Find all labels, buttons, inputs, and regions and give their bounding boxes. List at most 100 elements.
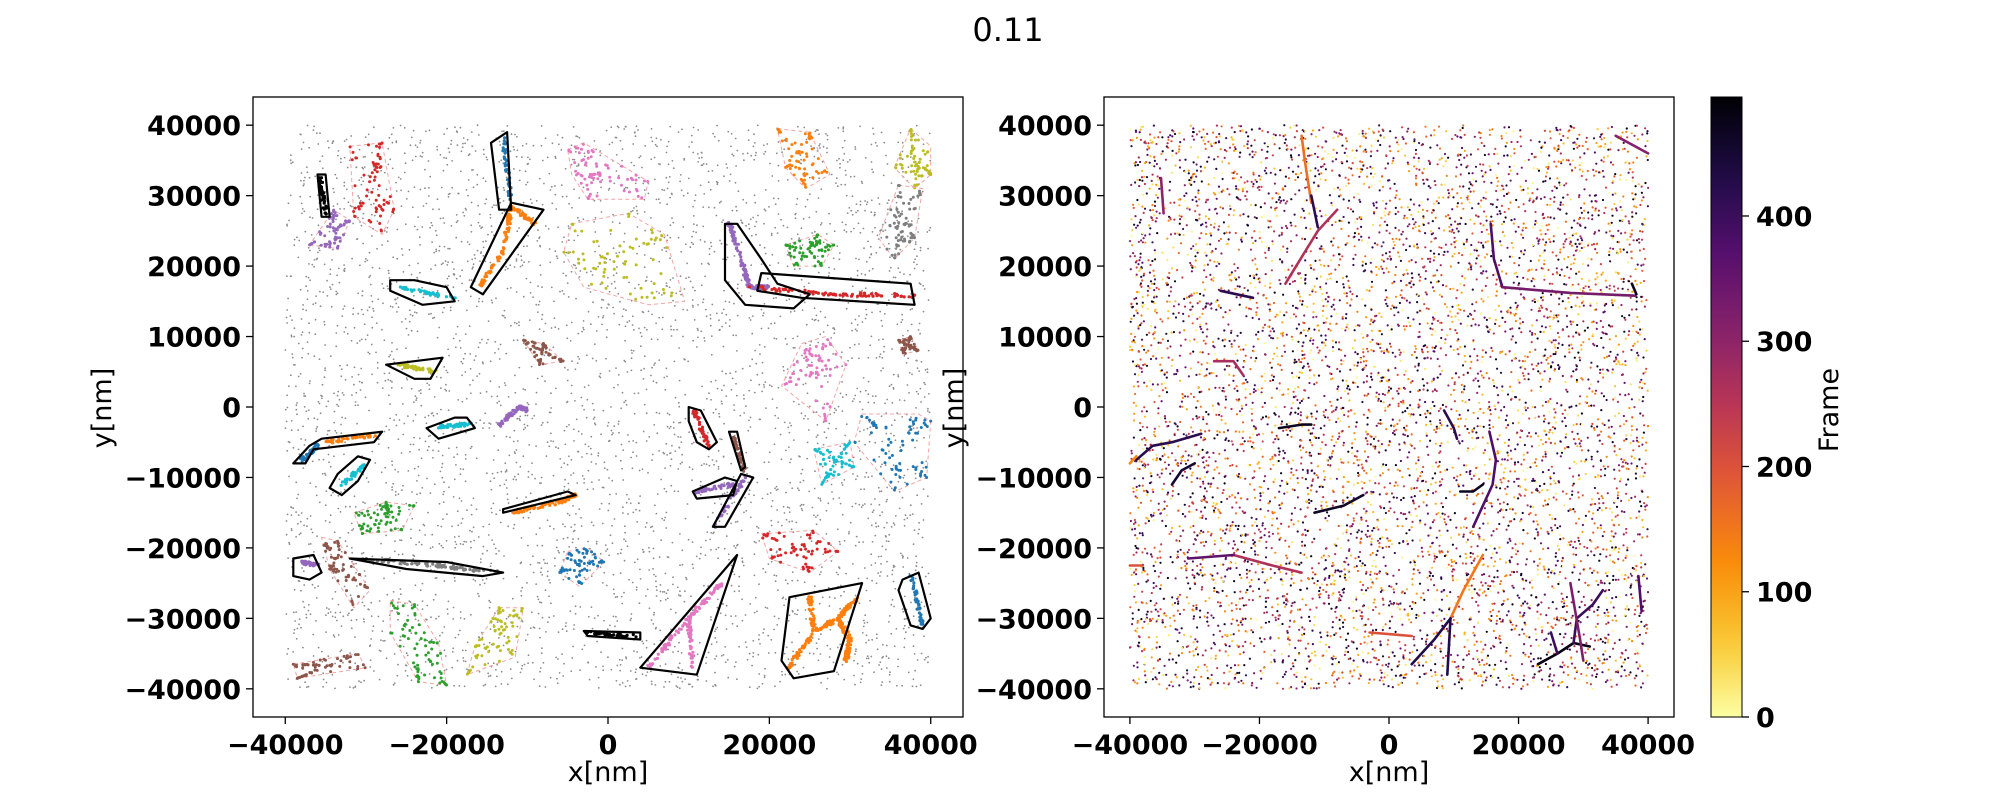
cluster-point	[914, 348, 918, 351]
background-point	[403, 152, 406, 155]
background-point	[691, 304, 694, 307]
background-point	[616, 620, 619, 622]
background-point	[293, 588, 296, 591]
background-point	[617, 552, 619, 555]
background-point	[708, 206, 710, 209]
background-point	[918, 521, 920, 524]
background-point	[767, 652, 770, 654]
background-point	[686, 262, 688, 265]
background-point	[764, 209, 767, 212]
background-point	[718, 201, 721, 204]
background-point	[644, 145, 647, 147]
cluster-point	[896, 210, 900, 214]
background-point	[522, 516, 525, 519]
background-point	[371, 300, 374, 303]
background-point	[540, 144, 543, 147]
background-point	[391, 610, 393, 612]
background-point	[343, 184, 346, 187]
background-point	[726, 513, 729, 515]
background-point	[891, 293, 893, 296]
background-point	[470, 613, 472, 616]
background-point	[663, 519, 666, 522]
background-point	[665, 442, 668, 445]
background-point	[773, 337, 776, 340]
background-point	[552, 346, 555, 349]
background-point	[440, 376, 442, 379]
background-point	[745, 405, 747, 407]
background-point	[464, 458, 467, 460]
background-point	[489, 380, 492, 383]
background-point	[478, 300, 480, 303]
background-point	[767, 634, 770, 637]
cluster-point	[634, 178, 638, 182]
background-point	[429, 547, 432, 550]
background-point	[473, 539, 476, 542]
background-point	[351, 394, 353, 396]
background-point	[415, 399, 418, 401]
cluster-point	[662, 291, 666, 295]
background-point	[720, 242, 723, 245]
background-point	[639, 331, 642, 334]
background-point	[410, 387, 413, 390]
background-point	[399, 124, 402, 127]
background-point	[548, 445, 551, 448]
background-point	[716, 183, 719, 186]
background-point	[372, 310, 375, 312]
background-point	[376, 220, 379, 223]
background-point	[655, 137, 658, 140]
background-point	[702, 206, 705, 209]
background-point	[431, 533, 434, 536]
background-point	[355, 618, 358, 621]
background-point	[674, 319, 677, 321]
background-point	[313, 125, 315, 128]
background-point	[910, 323, 913, 326]
background-point	[864, 209, 866, 212]
background-point	[303, 406, 306, 408]
background-point	[388, 372, 391, 374]
background-point	[442, 262, 444, 264]
background-point	[419, 188, 422, 191]
background-point	[848, 207, 851, 209]
background-point	[590, 606, 593, 608]
background-point	[839, 166, 841, 169]
background-point	[623, 128, 626, 130]
background-point	[324, 367, 327, 369]
background-point	[912, 615, 915, 618]
background-point	[710, 241, 712, 244]
background-point	[915, 407, 917, 409]
background-point	[725, 535, 728, 537]
background-point	[677, 666, 679, 669]
background-point	[679, 180, 681, 183]
background-point	[884, 535, 887, 537]
background-point	[659, 202, 661, 204]
background-point	[599, 376, 602, 379]
background-point	[668, 176, 671, 178]
background-point	[799, 294, 802, 296]
background-point	[613, 425, 616, 428]
background-point	[583, 576, 586, 579]
background-point	[893, 419, 896, 422]
background-point	[296, 236, 298, 239]
background-point	[923, 658, 926, 661]
cluster-point	[538, 359, 542, 363]
background-point	[908, 371, 911, 374]
background-point	[328, 429, 331, 432]
background-point	[399, 539, 401, 541]
background-point	[791, 579, 794, 582]
background-point	[678, 641, 680, 644]
background-point	[722, 345, 725, 348]
background-point	[607, 276, 609, 279]
background-point	[549, 525, 551, 528]
background-point	[422, 296, 425, 299]
background-point	[824, 316, 827, 319]
background-point	[753, 540, 756, 543]
background-point	[387, 269, 390, 272]
background-point	[567, 488, 570, 491]
background-point	[815, 642, 818, 644]
background-point	[926, 368, 929, 371]
background-point	[913, 267, 916, 270]
background-point	[580, 396, 583, 399]
background-point	[521, 264, 524, 267]
background-point	[563, 429, 566, 432]
background-point	[880, 415, 883, 418]
